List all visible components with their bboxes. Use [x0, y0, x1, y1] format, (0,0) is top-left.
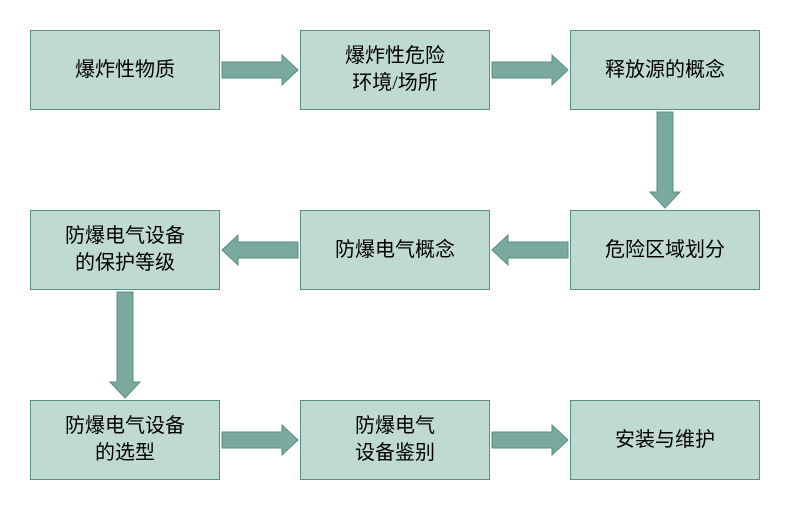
flowchart-arrow-n3-n4: [650, 112, 680, 208]
flowchart-node-n5: 防爆电气概念: [300, 210, 490, 290]
flowchart-container: 爆炸性物质爆炸性危险 环境/场所释放源的概念危险区域划分防爆电气概念防爆电气设备…: [0, 0, 790, 520]
flowchart-node-n4: 危险区域划分: [570, 210, 760, 290]
flowchart-arrow-n5-n6: [222, 235, 298, 265]
flowchart-arrow-n6-n7: [110, 292, 140, 398]
flowchart-node-n3: 释放源的概念: [570, 30, 760, 110]
flowchart-node-n2: 爆炸性危险 环境/场所: [300, 30, 490, 110]
flowchart-arrow-n4-n5: [492, 235, 568, 265]
flowchart-node-n9: 安装与维护: [570, 400, 760, 480]
flowchart-node-n7: 防爆电气设备 的选型: [30, 400, 220, 480]
flowchart-node-n1: 爆炸性物质: [30, 30, 220, 110]
flowchart-node-n8: 防爆电气 设备鉴别: [300, 400, 490, 480]
flowchart-node-n6: 防爆电气设备 的保护等级: [30, 210, 220, 290]
flowchart-arrow-n1-n2: [222, 55, 298, 85]
flowchart-arrow-n2-n3: [492, 55, 568, 85]
flowchart-arrow-n7-n8: [222, 425, 298, 455]
flowchart-arrow-n8-n9: [492, 425, 568, 455]
